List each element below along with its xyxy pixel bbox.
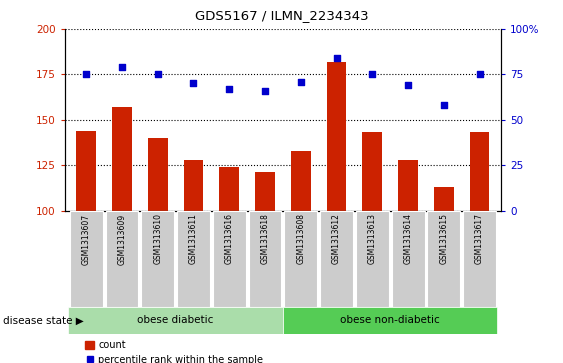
Legend: count, percentile rank within the sample: count, percentile rank within the sample	[81, 337, 267, 363]
Point	[475, 72, 484, 77]
Bar	[392, 211, 425, 307]
Point	[368, 72, 377, 77]
Bar	[434, 187, 454, 211]
Bar	[77, 131, 96, 211]
Bar	[112, 107, 132, 211]
Bar	[427, 211, 461, 307]
Text: GSM1313608: GSM1313608	[296, 213, 305, 264]
Bar	[249, 211, 282, 307]
Text: GSM1313610: GSM1313610	[153, 213, 162, 264]
Text: GSM1313607: GSM1313607	[82, 213, 91, 265]
Bar	[177, 211, 210, 307]
Text: GSM1313609: GSM1313609	[118, 213, 127, 265]
Bar	[105, 211, 138, 307]
Text: GSM1313616: GSM1313616	[225, 213, 234, 264]
Text: GDS5167 / ILMN_2234343: GDS5167 / ILMN_2234343	[195, 9, 368, 22]
Point	[153, 72, 162, 77]
Bar	[213, 211, 245, 307]
Point	[261, 88, 270, 94]
Point	[82, 72, 91, 77]
Text: GSM1313617: GSM1313617	[475, 213, 484, 264]
Text: obese non-diabetic: obese non-diabetic	[340, 315, 440, 325]
Text: GSM1313618: GSM1313618	[261, 213, 270, 264]
Text: obese diabetic: obese diabetic	[137, 315, 214, 325]
Text: GSM1313614: GSM1313614	[404, 213, 413, 264]
Bar	[184, 160, 203, 211]
Point	[296, 79, 305, 85]
Text: GSM1313611: GSM1313611	[189, 213, 198, 264]
Bar	[220, 167, 239, 211]
Point	[439, 102, 448, 108]
Point	[118, 64, 127, 70]
Point	[332, 55, 341, 61]
Bar	[327, 62, 346, 211]
Bar	[283, 307, 498, 334]
Bar	[291, 151, 311, 211]
Text: disease state ▶: disease state ▶	[3, 315, 83, 325]
Bar	[356, 211, 389, 307]
Bar	[463, 211, 496, 307]
Bar	[363, 132, 382, 211]
Bar	[70, 211, 102, 307]
Point	[404, 82, 413, 88]
Point	[225, 86, 234, 92]
Bar	[148, 138, 168, 211]
Text: GSM1313615: GSM1313615	[439, 213, 448, 264]
Bar	[284, 211, 317, 307]
Bar	[68, 307, 283, 334]
Bar	[398, 160, 418, 211]
Bar	[141, 211, 174, 307]
Text: GSM1313613: GSM1313613	[368, 213, 377, 264]
Bar	[255, 172, 275, 211]
Point	[189, 81, 198, 86]
Text: GSM1313612: GSM1313612	[332, 213, 341, 264]
Bar	[470, 132, 489, 211]
Bar	[320, 211, 353, 307]
